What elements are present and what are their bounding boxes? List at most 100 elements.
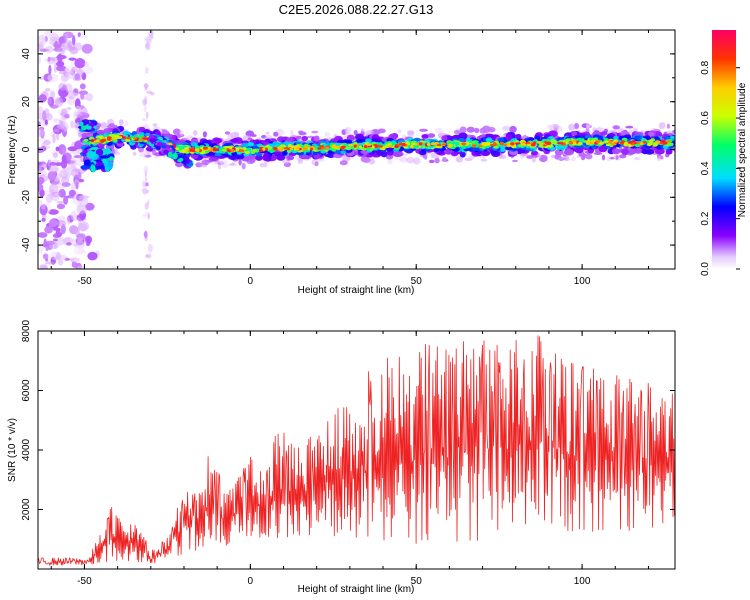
spectrogram-cell (499, 141, 505, 146)
spectrogram-cell (70, 59, 74, 66)
spectrogram-cell (56, 133, 60, 141)
spectrogram-cell (214, 152, 223, 157)
spectrogram-cell (161, 129, 168, 132)
spectrogram-cell (565, 138, 570, 143)
spectrogram-cell (83, 138, 89, 142)
spectrogram-cell (442, 157, 447, 162)
snr-y-ticks: 2000 4000 6000 8000 (21, 319, 675, 521)
spectrogram-cell (613, 135, 619, 140)
spectrogram-cell (471, 144, 477, 147)
spectrogram-cell (623, 141, 629, 146)
spectrogram-cell (520, 142, 526, 146)
spectrogram-cell (79, 34, 88, 39)
spectrogram-cell (569, 125, 575, 129)
spectrogram-cell (80, 90, 85, 100)
spectrogram-cell (48, 165, 59, 174)
spectrogram-cell (481, 125, 491, 133)
spectrogram-cell (145, 111, 149, 119)
spectrogram-cell (149, 138, 157, 143)
spectrogram-cell (38, 112, 44, 120)
spectrogram-cell (655, 148, 665, 155)
spectrogram-cell (324, 131, 331, 137)
spectrogram-cell (145, 177, 148, 182)
spectrogram-cell (392, 151, 403, 157)
spectrogram-cell (44, 225, 53, 234)
spectrogram-cell (147, 244, 153, 253)
spectrogram-cell (172, 128, 181, 136)
spectrogram-cell (255, 154, 263, 161)
spectrogram-x-label: Height of straight line (km) (298, 285, 415, 296)
spectrogram-cell (161, 144, 167, 149)
spectrogram-cell (611, 148, 621, 155)
spectrogram-cell (634, 135, 640, 140)
spectrogram-cell (73, 246, 85, 255)
spectrogram-cell (247, 142, 255, 147)
spectrogram-cell (234, 148, 240, 152)
spectrogram-cell (434, 157, 440, 164)
spectrogram-cell (45, 258, 49, 262)
spectrogram-cell (585, 141, 590, 145)
spectrogram-cell (76, 68, 84, 77)
spectrogram-cell (126, 136, 131, 140)
spectrogram-cell (47, 96, 52, 106)
spectrogram-cell (48, 64, 52, 75)
spectrogram-cell (63, 168, 72, 179)
spectrogram-cell (113, 151, 121, 155)
spectrogram-cell (60, 159, 68, 169)
spectrogram-cell (406, 130, 415, 136)
spectrogram-cell (52, 118, 61, 123)
spectrogram-cell (283, 147, 289, 150)
spectrogram-cell (384, 145, 390, 148)
spectrogram-cell (54, 241, 58, 249)
spectrogram-cell (60, 224, 66, 235)
spectrogram-panel: -50 0 50 100 -40 -20 0 20 40 Height of straight… (7, 29, 676, 296)
spectrogram-cell (85, 202, 95, 211)
spectrogram-cell (498, 156, 504, 159)
spectrogram-cell (659, 155, 664, 160)
spectrogram-cell (564, 148, 574, 156)
spectrogram-cell (86, 150, 96, 159)
snr-x-tick-label: -50 (77, 576, 92, 587)
spectrogram-cell (70, 120, 75, 129)
spectrogram-cell (175, 147, 180, 151)
spectrogram-cell (178, 157, 184, 162)
spectrogram-cell (56, 203, 65, 210)
spectrogram-cell (62, 236, 74, 245)
spectrogram-cell (537, 151, 542, 159)
spectrogram-cell (38, 56, 42, 65)
spectrogram-cell (551, 154, 555, 159)
spectrogram-cell (52, 227, 61, 231)
spectrogram-cell (422, 154, 427, 159)
spectrogram-cell (73, 155, 83, 159)
spectrogram-cell (45, 246, 49, 251)
spectrogram-cell (589, 141, 594, 145)
spectrogram-cell (73, 258, 82, 263)
spectrogram-x-tick-label: 50 (411, 276, 423, 287)
spectrogram-cell (57, 258, 64, 266)
spectrogram-cell (85, 93, 93, 102)
spectrogram-cell (139, 153, 147, 158)
spectrogram-cell (313, 158, 323, 163)
spectrogram-cell (452, 134, 461, 140)
spectrogram-cell (77, 171, 82, 180)
spectrogram-x-tick-label: 100 (574, 276, 591, 287)
spectrogram-cell (179, 129, 184, 136)
spectrogram-cell (659, 141, 664, 144)
spectrogram-cell (272, 146, 278, 150)
spectrogram-cell (472, 140, 479, 144)
spectrogram-cell (202, 131, 207, 138)
spectrogram-y-tick-label: 0 (21, 146, 32, 152)
spectrogram-cell (485, 141, 491, 146)
spectrogram-cell (214, 162, 219, 165)
spectrogram-cell (454, 141, 460, 146)
spectrogram-cell (505, 146, 513, 151)
spectrogram-cell (666, 142, 672, 146)
spectrogram-cell (74, 58, 86, 69)
spectrogram-cell (38, 94, 47, 103)
spectrogram-cell (72, 35, 76, 46)
spectrogram-y-tick-label: 20 (21, 96, 32, 108)
spectrogram-cell (55, 252, 61, 260)
spectrogram-cell (666, 123, 671, 129)
spectrogram-cell (73, 42, 83, 51)
spectrogram-cell (84, 159, 91, 166)
